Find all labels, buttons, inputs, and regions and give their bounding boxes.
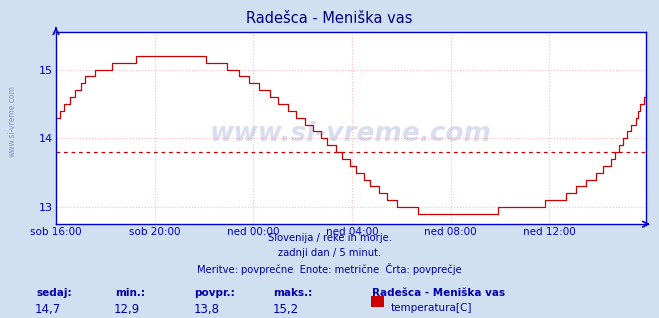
Text: povpr.:: povpr.:: [194, 288, 235, 298]
Text: 12,9: 12,9: [114, 303, 140, 316]
Text: Slovenija / reke in morje.: Slovenija / reke in morje.: [268, 233, 391, 243]
Text: sedaj:: sedaj:: [36, 288, 72, 298]
Text: zadnji dan / 5 minut.: zadnji dan / 5 minut.: [278, 248, 381, 258]
Text: min.:: min.:: [115, 288, 146, 298]
Text: Radešca - Meniška vas: Radešca - Meniška vas: [246, 11, 413, 26]
Text: 15,2: 15,2: [272, 303, 299, 316]
Text: www.si-vreme.com: www.si-vreme.com: [210, 121, 492, 147]
Text: Meritve: povprečne  Enote: metrične  Črta: povprečje: Meritve: povprečne Enote: metrične Črta:…: [197, 263, 462, 275]
Text: Radešca - Meniška vas: Radešca - Meniška vas: [372, 288, 505, 298]
Text: maks.:: maks.:: [273, 288, 313, 298]
Text: temperatura[C]: temperatura[C]: [391, 303, 473, 313]
Text: 14,7: 14,7: [35, 303, 61, 316]
Text: www.si-vreme.com: www.si-vreme.com: [8, 85, 17, 157]
Text: 13,8: 13,8: [193, 303, 219, 316]
